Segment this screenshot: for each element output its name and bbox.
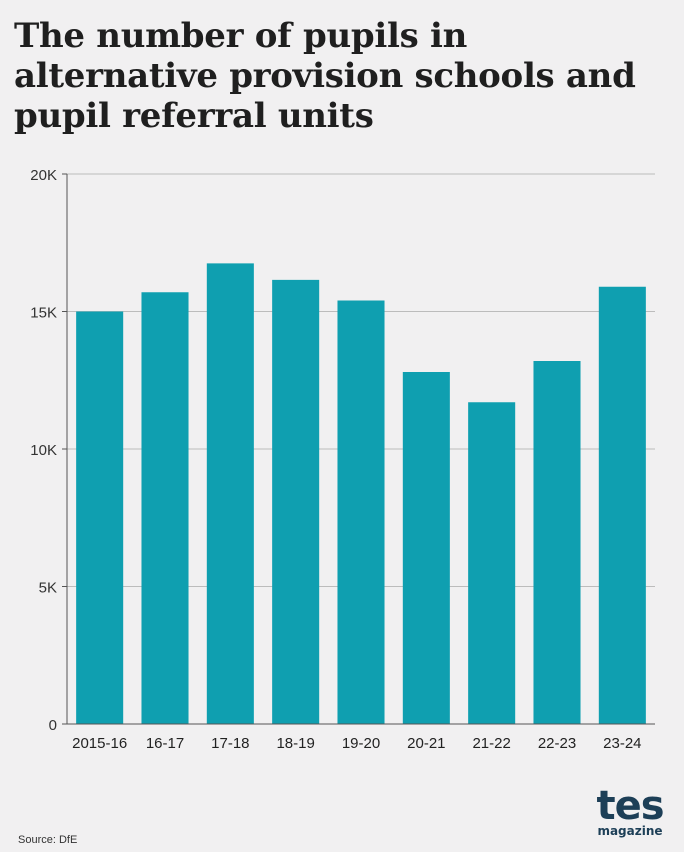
x-tick-label: 16-17	[146, 735, 184, 752]
bar	[272, 279, 320, 724]
source-note: Source: DfE	[18, 834, 78, 846]
y-tick-label: 20K	[30, 167, 57, 184]
logo-wordmark: tes	[596, 783, 664, 829]
chart-title: The number of pupils in alternative prov…	[14, 16, 636, 136]
x-tick-label: 21-22	[472, 735, 510, 752]
x-tick-label: 22-23	[538, 735, 576, 752]
y-tick-label: 5K	[39, 580, 57, 597]
tes-logo: tes magazine	[590, 786, 670, 837]
bar	[468, 402, 516, 724]
bar	[76, 311, 124, 724]
x-tick-label: 19-20	[342, 735, 380, 752]
bar	[533, 361, 581, 724]
y-tick-label: 0	[49, 717, 57, 734]
bar	[206, 263, 254, 724]
x-tick-label: 18-19	[276, 735, 314, 752]
x-tick-label: 20-21	[407, 735, 445, 752]
x-tick-label: 17-18	[211, 735, 249, 752]
y-tick-label: 15K	[30, 305, 57, 322]
y-tick-label: 10K	[30, 442, 57, 459]
x-tick-label: 23-24	[603, 735, 641, 752]
x-tick-label: 2015-16	[72, 735, 127, 752]
bar	[337, 300, 385, 724]
bar	[598, 286, 646, 724]
logo-subtitle: magazine	[597, 824, 663, 838]
bar	[402, 372, 450, 724]
bar	[141, 292, 189, 724]
